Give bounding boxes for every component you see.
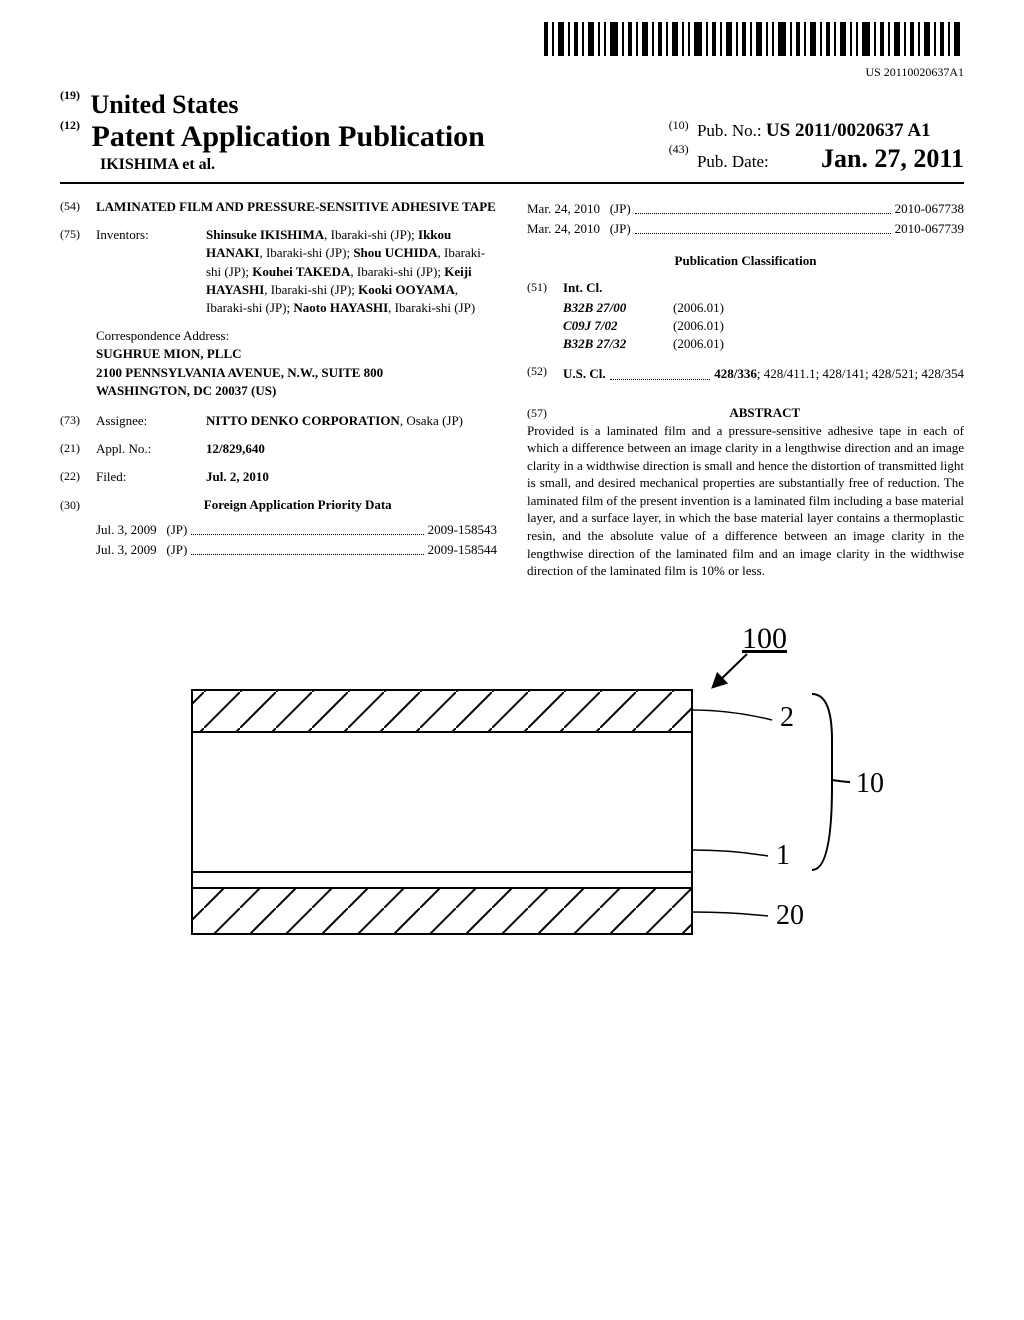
uscl-code: (52) bbox=[527, 363, 563, 385]
uscl-label: U.S. Cl. bbox=[563, 365, 606, 383]
foreign-row: Mar. 24, 2010 (JP) 2010-067739 bbox=[527, 220, 964, 238]
fig-label-20: 20 bbox=[776, 900, 804, 931]
right-column: Mar. 24, 2010 (JP) 2010-067738 Mar. 24, … bbox=[527, 198, 964, 580]
code-19: (19) bbox=[60, 88, 80, 102]
pubno-label: Pub. No.: bbox=[697, 121, 762, 140]
foreign-date: Mar. 24, 2010 bbox=[527, 201, 600, 216]
code-43: (43) bbox=[669, 142, 689, 156]
correspondence-addr1: 2100 PENNSYLVANIA AVENUE, N.W., SUITE 80… bbox=[96, 364, 497, 382]
title-code: (54) bbox=[60, 198, 96, 216]
foreign-cc: (JP) bbox=[610, 201, 631, 216]
uscl-row: (52) U.S. Cl. 428/336; 428/411.1; 428/14… bbox=[527, 363, 964, 385]
left-column: (54) LAMINATED FILM AND PRESSURE-SENSITI… bbox=[60, 198, 497, 580]
intcl-code: (51) bbox=[527, 279, 563, 297]
foreign-num: 2010-067739 bbox=[895, 220, 964, 238]
fig-label-2: 2 bbox=[780, 702, 794, 733]
filed-label: Filed: bbox=[96, 468, 206, 486]
assignee-label: Assignee: bbox=[96, 412, 206, 430]
foreign-rows-cont: Mar. 24, 2010 (JP) 2010-067738 Mar. 24, … bbox=[527, 200, 964, 238]
applno-row: (21) Appl. No.: 12/829,640 bbox=[60, 440, 497, 458]
intcl-list: B32B 27/00(2006.01) C09J 7/02(2006.01) B… bbox=[563, 299, 964, 354]
intcl-code-val: C09J 7/02 bbox=[563, 317, 673, 335]
intcl-item: B32B 27/00(2006.01) bbox=[563, 299, 964, 317]
uscl-rest: ; 428/411.1; 428/141; 428/521; 428/354 bbox=[757, 366, 964, 381]
inventors-code: (75) bbox=[60, 226, 96, 317]
foreign-row: Jul. 3, 2009 (JP) 2009-158544 bbox=[96, 541, 497, 559]
intcl-item: C09J 7/02(2006.01) bbox=[563, 317, 964, 335]
intcl-date-val: (2006.01) bbox=[673, 317, 724, 335]
intcl-date-val: (2006.01) bbox=[673, 299, 724, 317]
correspondence-name: SUGHRUE MION, PLLC bbox=[96, 345, 497, 363]
barcode-caption: US 20110020637A1 bbox=[60, 65, 964, 80]
foreign-cc: (JP) bbox=[166, 522, 187, 537]
foreign-date: Jul. 3, 2009 bbox=[96, 542, 157, 557]
code-10: (10) bbox=[669, 118, 689, 132]
intcl-code-val: B32B 27/32 bbox=[563, 335, 673, 353]
assignee-row: (73) Assignee: NITTO DENKO CORPORATION, … bbox=[60, 412, 497, 430]
authors-line: IKISHIMA et al. bbox=[60, 156, 669, 174]
uscl-bold: 428/336 bbox=[714, 366, 757, 381]
assignee-bold: NITTO DENKO CORPORATION bbox=[206, 413, 400, 428]
code-12: (12) bbox=[60, 118, 80, 132]
foreign-row: Jul. 3, 2009 (JP) 2009-158543 bbox=[96, 521, 497, 539]
header-rule bbox=[60, 182, 964, 184]
pubno-value: US 2011/0020637 A1 bbox=[766, 120, 931, 141]
intcl-item: B32B 27/32(2006.01) bbox=[563, 335, 964, 353]
foreign-title: Foreign Application Priority Data bbox=[99, 496, 496, 514]
abstract-text: Provided is a laminated film and a press… bbox=[527, 422, 964, 580]
intcl-row: (51) Int. Cl. bbox=[527, 279, 964, 297]
inventors-list: Shinsuke IKISHIMA, Ibaraki-shi (JP); Ikk… bbox=[206, 226, 497, 317]
intcl-code-val: B32B 27/00 bbox=[563, 299, 673, 317]
country: United States bbox=[91, 90, 239, 119]
abstract-title: ABSTRACT bbox=[566, 404, 963, 422]
barcode-block: US 20110020637A1 bbox=[60, 20, 964, 80]
filed-row: (22) Filed: Jul. 2, 2010 bbox=[60, 468, 497, 486]
foreign-code: (30) bbox=[60, 497, 96, 514]
inventors-row: (75) Inventors: Shinsuke IKISHIMA, Ibara… bbox=[60, 226, 497, 317]
applno-code: (21) bbox=[60, 440, 96, 458]
publication-label: Patent Application Publication bbox=[92, 120, 485, 153]
uscl-content: U.S. Cl. 428/336; 428/411.1; 428/141; 42… bbox=[563, 363, 964, 385]
title-row: (54) LAMINATED FILM AND PRESSURE-SENSITI… bbox=[60, 198, 497, 216]
foreign-num: 2009-158543 bbox=[428, 521, 497, 539]
foreign-num: 2009-158544 bbox=[428, 541, 497, 559]
assignee-code: (73) bbox=[60, 412, 96, 430]
title-text: LAMINATED FILM AND PRESSURE-SENSITIVE AD… bbox=[96, 198, 497, 216]
foreign-header: (30) Foreign Application Priority Data bbox=[60, 496, 497, 514]
foreign-rows: Jul. 3, 2009 (JP) 2009-158543 Jul. 3, 20… bbox=[96, 521, 497, 559]
assignee-rest: , Osaka (JP) bbox=[400, 413, 463, 428]
barcode-svg bbox=[544, 20, 964, 58]
correspondence-addr2: WASHINGTON, DC 20037 (US) bbox=[96, 382, 497, 400]
foreign-cc: (JP) bbox=[610, 221, 631, 236]
intcl-label: Int. Cl. bbox=[563, 279, 602, 297]
body-columns: (54) LAMINATED FILM AND PRESSURE-SENSITI… bbox=[60, 198, 964, 580]
intcl-date-val: (2006.01) bbox=[673, 335, 724, 353]
foreign-num: 2010-067738 bbox=[895, 200, 964, 218]
fig-label-10: 10 bbox=[856, 768, 884, 799]
header: (19) United States (12) Patent Applicati… bbox=[60, 90, 964, 174]
applno-label: Appl. No.: bbox=[96, 440, 206, 458]
pubclass-title: Publication Classification bbox=[527, 252, 964, 270]
figure-svg: 100 2 10 1 20 bbox=[132, 620, 892, 980]
correspondence-block: Correspondence Address: SUGHRUE MION, PL… bbox=[96, 327, 497, 400]
foreign-row: Mar. 24, 2010 (JP) 2010-067738 bbox=[527, 200, 964, 218]
fig-label-100: 100 bbox=[742, 622, 787, 655]
abstract-code: (57) bbox=[527, 405, 563, 422]
foreign-date: Mar. 24, 2010 bbox=[527, 221, 600, 236]
foreign-date: Jul. 3, 2009 bbox=[96, 522, 157, 537]
abstract-header: (57) ABSTRACT bbox=[527, 404, 964, 422]
figure: 100 2 10 1 20 bbox=[60, 620, 964, 985]
foreign-cc: (JP) bbox=[166, 542, 187, 557]
pubdate-label: Pub. Date: bbox=[697, 152, 769, 171]
inventors-label: Inventors: bbox=[96, 226, 206, 317]
assignee-value: NITTO DENKO CORPORATION, Osaka (JP) bbox=[206, 412, 497, 430]
filed-value: Jul. 2, 2010 bbox=[206, 468, 497, 486]
fig-label-1: 1 bbox=[776, 840, 790, 871]
correspondence-label: Correspondence Address: bbox=[96, 327, 497, 345]
pubdate-value: Jan. 27, 2011 bbox=[821, 144, 964, 173]
applno-value: 12/829,640 bbox=[206, 440, 497, 458]
filed-code: (22) bbox=[60, 468, 96, 486]
